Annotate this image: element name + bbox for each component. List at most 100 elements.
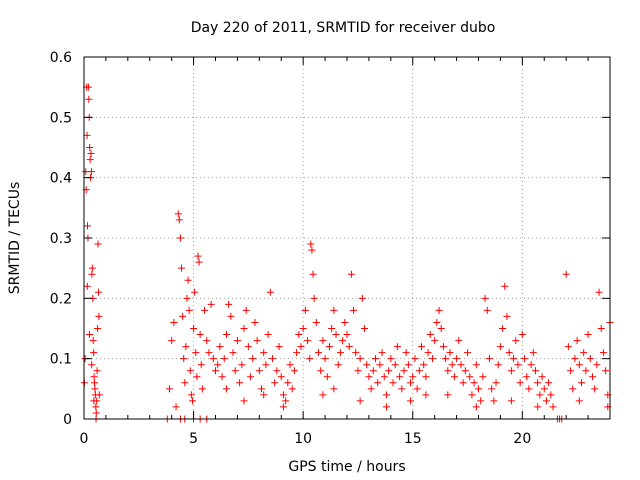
data-point [334,361,342,369]
data-point [295,331,303,339]
data-point [396,373,404,381]
data-point [428,355,436,363]
data-point [363,361,371,369]
data-point [247,373,255,381]
data-point [365,373,373,381]
data-point [236,379,244,387]
data-point [188,397,196,405]
data-point [194,252,202,260]
data-point [518,331,526,339]
data-point [279,403,287,411]
data-point [94,240,102,248]
data-point [214,361,222,369]
data-point [569,385,577,393]
data-point [588,373,596,381]
data-point [275,343,283,351]
data-point [516,379,524,387]
data-point [191,288,199,296]
data-point [93,367,101,375]
data-point [218,373,226,381]
data-point [453,355,461,363]
data-point [170,318,178,326]
data-point [290,367,298,375]
data-point [229,349,237,357]
data-point [91,379,99,387]
data-point [371,355,379,363]
data-point [187,391,195,399]
data-point [380,373,388,381]
data-point [356,397,364,405]
data-point [514,361,522,369]
data-point [575,397,583,405]
data-point [580,349,588,357]
data-point [472,403,480,411]
data-point [389,379,397,387]
data-point [534,403,542,411]
x-tick-label: 20 [513,431,531,447]
data-point [307,240,315,248]
data-point [308,246,316,254]
data-point [385,367,393,375]
data-point [182,343,190,351]
data-point [238,361,246,369]
data-point [330,306,338,314]
data-point [507,397,515,405]
data-point [86,156,94,164]
y-tick-label: 0.6 [50,50,72,66]
data-point [494,361,502,369]
data-point [321,355,329,363]
data-point [231,367,239,375]
data-point [422,391,430,399]
data-point [529,349,537,357]
data-point [264,331,272,339]
y-tick-label: 0.4 [50,171,72,187]
data-point [332,331,340,339]
data-point [233,337,241,345]
data-point [266,288,274,296]
data-point [227,312,235,320]
data-point [602,367,610,375]
data-point [450,373,458,381]
data-point [297,343,305,351]
data-point [479,373,487,381]
data-point [220,355,228,363]
data-point [88,361,96,369]
data-point [306,355,314,363]
x-tick-label: 15 [404,431,422,447]
data-point [198,385,206,393]
data-point [496,343,504,351]
data-point [328,325,336,332]
data-point [330,385,338,393]
data-point [521,355,529,363]
data-point [407,397,415,405]
data-point [369,367,377,375]
data-point [186,367,194,375]
data-point [418,343,426,351]
data-point [183,294,191,302]
data-point [336,349,344,357]
data-point [501,282,509,290]
data-point [172,403,180,411]
data-point [599,349,607,357]
data-point [310,294,318,302]
data-point [190,325,198,332]
data-point [205,349,213,357]
data-point [435,306,443,314]
data-point [485,355,493,363]
data-point [376,361,384,369]
data-point [240,397,248,405]
data-point [83,282,91,290]
data-point [258,385,266,393]
data-point [268,355,276,363]
data-point [470,379,478,387]
data-point [361,325,369,332]
data-point [409,373,417,381]
data-point [492,379,500,387]
data-point [490,397,498,405]
data-point [567,367,575,375]
data-point [402,349,410,357]
data-point [455,337,463,345]
data-point [86,144,94,151]
data-point [378,349,386,357]
